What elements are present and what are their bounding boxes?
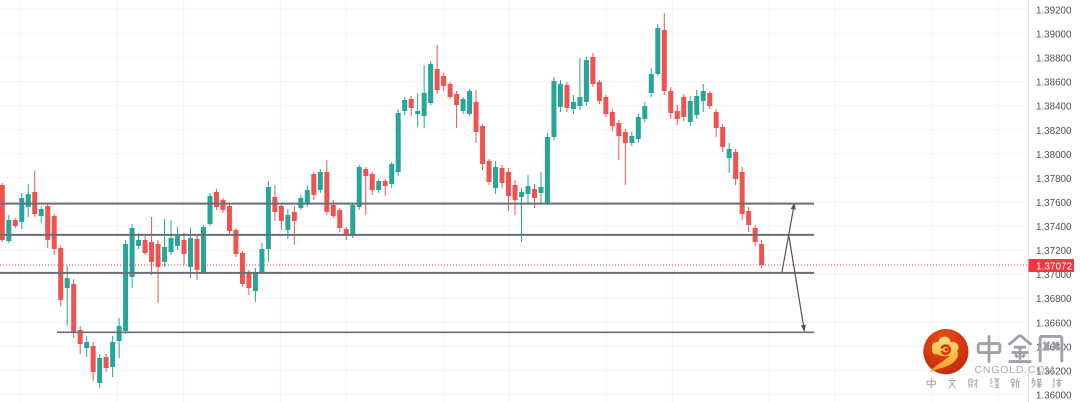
svg-text:1.39200: 1.39200: [1036, 5, 1072, 16]
svg-text:1.38000: 1.38000: [1036, 150, 1072, 161]
svg-text:1.38600: 1.38600: [1036, 78, 1072, 89]
svg-text:1.36000: 1.36000: [1036, 391, 1072, 402]
svg-text:1.37072: 1.37072: [1036, 261, 1073, 272]
svg-text:1.38800: 1.38800: [1036, 54, 1072, 65]
svg-text:1.36600: 1.36600: [1036, 318, 1072, 329]
svg-text:1.37600: 1.37600: [1036, 198, 1072, 209]
svg-text:1.37200: 1.37200: [1036, 246, 1072, 257]
svg-text:1.37400: 1.37400: [1036, 222, 1072, 233]
svg-text:1.37800: 1.37800: [1036, 174, 1072, 185]
svg-text:1.38200: 1.38200: [1036, 126, 1072, 137]
svg-text:1.37000: 1.37000: [1036, 270, 1072, 281]
svg-text:1.36200: 1.36200: [1036, 367, 1072, 378]
svg-text:1.36800: 1.36800: [1036, 294, 1072, 305]
svg-text:1.38400: 1.38400: [1036, 102, 1072, 113]
svg-text:1.39000: 1.39000: [1036, 30, 1072, 41]
svg-text:CNGOLD.COM: CNGOLD.COM: [975, 364, 1055, 376]
